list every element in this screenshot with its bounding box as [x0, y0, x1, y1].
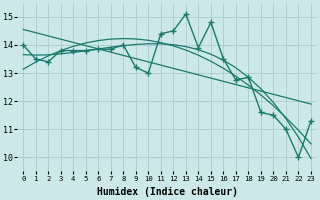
X-axis label: Humidex (Indice chaleur): Humidex (Indice chaleur) — [97, 187, 237, 197]
